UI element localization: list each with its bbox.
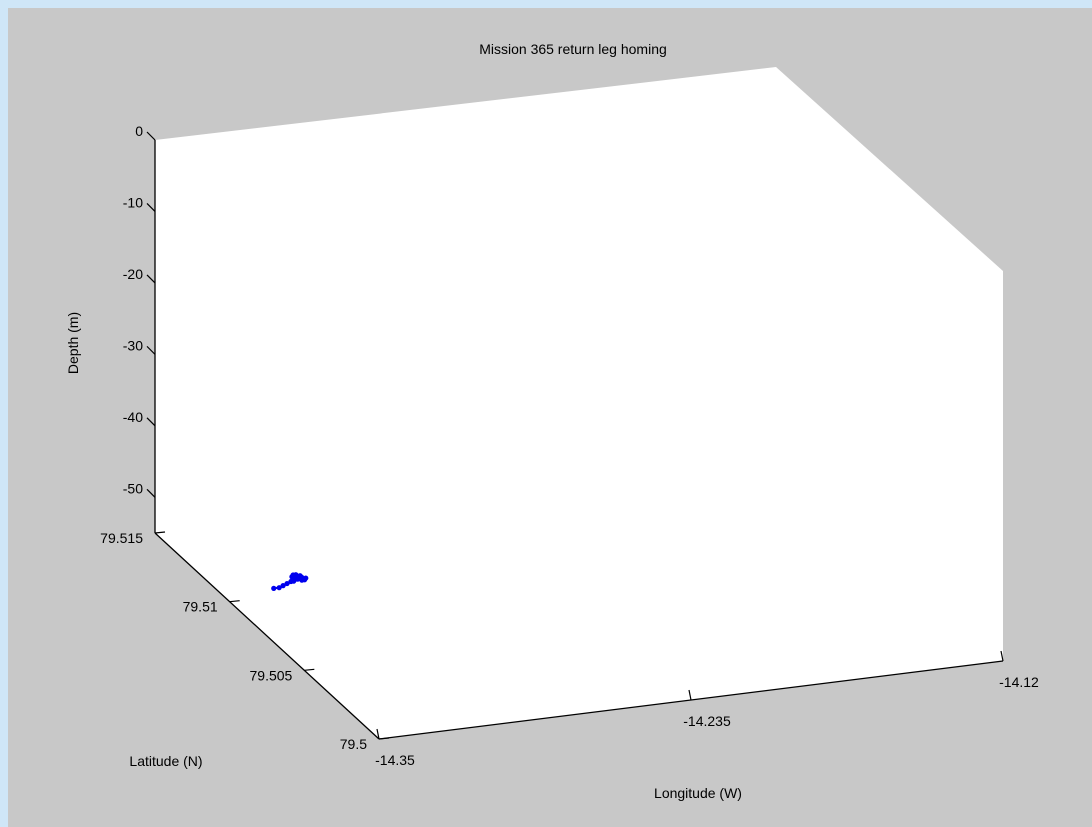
- y-tick-label: 79.51: [183, 599, 218, 615]
- x-tick-mark: [688, 689, 692, 701]
- y-axis-line: [154, 532, 380, 740]
- y-tick-mark: [378, 737, 390, 740]
- chart-title: Mission 365 return leg homing: [479, 41, 667, 57]
- z-tick-mark: [146, 203, 156, 212]
- data-point: [299, 577, 305, 583]
- z-tick-mark: [146, 417, 156, 427]
- plot-series: [271, 572, 309, 591]
- x-tick-mark: [376, 728, 380, 740]
- y-tick-label: 79.5: [340, 736, 367, 752]
- z-tick-label: -20: [123, 266, 143, 282]
- z-tick-mark: [146, 274, 156, 284]
- x-tick-label: -14.12: [999, 674, 1039, 690]
- z-tick-label: -50: [123, 480, 143, 496]
- x-tick-label: -14.35: [375, 752, 415, 768]
- y-tick-label: 79.505: [250, 667, 293, 683]
- tick-marks: [146, 131, 1004, 740]
- tick-labels: -14.35 -14.235 -14.12 79.5 79.505 79.51 79.515…: [100, 123, 1039, 768]
- data-point: [297, 573, 303, 579]
- data-point: [280, 583, 286, 589]
- chart-figure: -14.35 -14.235 -14.12 79.5 79.505 79.51 79.515…: [8, 8, 1092, 827]
- data-point: [276, 585, 282, 591]
- y-tick-mark: [304, 668, 315, 671]
- data-point: [271, 585, 277, 591]
- y-axis-label: Latitude (N): [129, 753, 202, 769]
- data-point: [284, 580, 290, 587]
- y-tick-label: 79.515: [100, 530, 143, 546]
- z-tick-label: -10: [123, 194, 143, 210]
- z-tick-mark: [146, 131, 156, 141]
- z-tick-mark: [146, 345, 156, 355]
- x-tick-mark: [1000, 650, 1004, 662]
- x-axis-label: Longitude (W): [654, 785, 742, 801]
- axes-box: [155, 67, 1003, 739]
- z-tick-label: -40: [123, 409, 143, 425]
- y-tick-mark: [229, 600, 240, 603]
- z-tick-label: 0: [135, 123, 143, 139]
- z-axis-label: Depth (m): [65, 312, 81, 374]
- y-tick-mark: [154, 531, 166, 534]
- x-tick-label: -14.235: [683, 713, 731, 729]
- data-point: [293, 572, 299, 578]
- z-tick-label: -30: [123, 337, 143, 353]
- z-tick-mark: [146, 488, 156, 498]
